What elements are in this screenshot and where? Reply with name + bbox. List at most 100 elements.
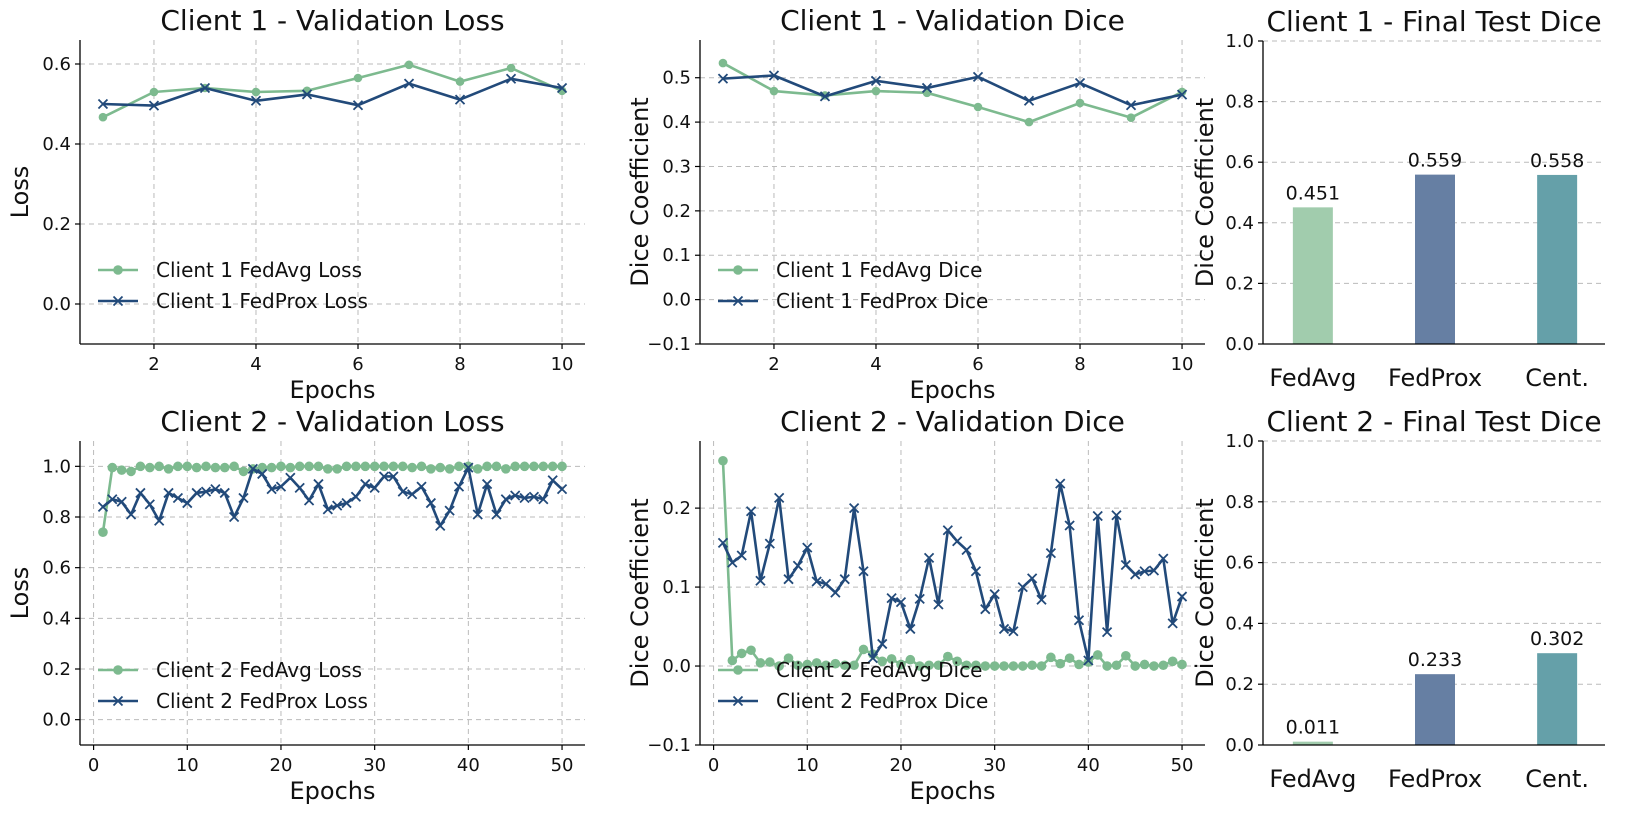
bar-value-label: 0.451 bbox=[1286, 182, 1340, 204]
y-tick-label: 0.1 bbox=[662, 245, 691, 266]
y-tick-label: 0.2 bbox=[1225, 273, 1254, 294]
y-tick-label: 0.8 bbox=[1225, 92, 1254, 113]
x-tick-label: 10 bbox=[1171, 354, 1194, 375]
data-point bbox=[921, 82, 933, 94]
data-point bbox=[1017, 581, 1028, 593]
data-point bbox=[970, 566, 982, 577]
data-point bbox=[1130, 661, 1140, 671]
data-point bbox=[107, 494, 118, 505]
x-tick-label: FedProx bbox=[1388, 765, 1482, 793]
x-axis-label: Epochs bbox=[910, 777, 996, 805]
data-point bbox=[1167, 656, 1178, 667]
y-tick-label: 0.2 bbox=[662, 498, 691, 519]
y-tick-label: −0.1 bbox=[647, 735, 691, 756]
data-point bbox=[266, 483, 277, 495]
x-tick-label: 4 bbox=[870, 354, 881, 375]
data-point bbox=[257, 468, 268, 480]
legend-marker-circle bbox=[113, 265, 123, 275]
data-point bbox=[125, 509, 137, 520]
legend-marker-circle bbox=[113, 665, 123, 675]
data-point bbox=[97, 501, 109, 513]
data-point bbox=[163, 464, 174, 474]
data-point bbox=[301, 89, 313, 100]
legend-label: Client 1 FedAvg Dice bbox=[776, 258, 982, 282]
y-tick-label: 0.4 bbox=[662, 112, 691, 133]
data-point bbox=[463, 462, 474, 473]
y-axis-label: Dice Coefficient bbox=[1191, 498, 1219, 687]
data-point bbox=[1046, 652, 1056, 663]
x-tick-label: 40 bbox=[1077, 755, 1100, 776]
data-point bbox=[1111, 510, 1122, 521]
y-tick-label: 0.6 bbox=[42, 558, 71, 579]
legend-label: Client 1 FedProx Dice bbox=[776, 289, 988, 313]
data-point bbox=[793, 660, 803, 671]
data-point bbox=[435, 520, 446, 532]
data-point bbox=[774, 492, 785, 503]
data-point bbox=[501, 464, 511, 474]
data-point bbox=[764, 538, 775, 549]
data-point bbox=[369, 482, 380, 494]
data-point bbox=[491, 461, 502, 472]
data-point bbox=[980, 661, 991, 671]
y-tick-label: 0.4 bbox=[42, 608, 71, 629]
data-point bbox=[849, 660, 859, 671]
data-point bbox=[914, 661, 925, 671]
data-point bbox=[769, 86, 779, 96]
data-point bbox=[1045, 547, 1057, 559]
legend-marker-x bbox=[112, 695, 124, 707]
data-point bbox=[353, 73, 363, 83]
data-point bbox=[454, 461, 464, 472]
y-tick-label: 0.6 bbox=[42, 54, 71, 75]
data-point bbox=[952, 656, 962, 667]
data-point bbox=[1074, 659, 1084, 670]
data-point bbox=[1149, 661, 1159, 671]
data-point bbox=[500, 494, 511, 505]
data-point bbox=[444, 464, 455, 474]
legend-label: Client 2 FedProx Loss bbox=[156, 689, 368, 713]
series-line-client-2-fedavg-loss bbox=[101, 465, 563, 533]
data-point bbox=[506, 63, 516, 73]
data-point bbox=[1120, 559, 1131, 571]
x-tick-label: 10 bbox=[551, 354, 574, 375]
data-point bbox=[1092, 650, 1103, 660]
bar-value-label: 0.558 bbox=[1530, 150, 1584, 172]
data-point bbox=[285, 472, 296, 483]
y-tick-label: 0.0 bbox=[662, 290, 691, 311]
data-point bbox=[98, 112, 108, 122]
data-point bbox=[425, 497, 437, 509]
data-point bbox=[718, 58, 728, 68]
data-point bbox=[1036, 594, 1047, 605]
data-point bbox=[294, 482, 305, 494]
data-point bbox=[388, 471, 399, 482]
data-point bbox=[107, 462, 118, 473]
chart-title: Client 1 - Final Test Dice bbox=[1266, 5, 1601, 38]
data-point bbox=[961, 660, 972, 671]
data-point bbox=[952, 536, 963, 547]
data-point bbox=[351, 461, 361, 472]
series-line-client-1-fedprox-loss bbox=[102, 77, 563, 107]
data-point bbox=[435, 462, 446, 473]
chart-client2-validation-loss: Client 2 - Validation Loss 0.0 0.2 0.4 0.6 0.… bbox=[6, 405, 585, 805]
data-point bbox=[200, 486, 212, 497]
bar-fedprox bbox=[1415, 674, 1455, 745]
data-point bbox=[257, 462, 268, 473]
data-point bbox=[173, 461, 183, 472]
series-line-client-1-fedprox-dice bbox=[722, 74, 1183, 107]
data-point bbox=[360, 461, 371, 472]
data-point bbox=[322, 504, 333, 515]
legend-label: Client 2 FedAvg Dice bbox=[776, 658, 982, 682]
data-point bbox=[250, 95, 262, 106]
bar-value-label: 0.559 bbox=[1408, 150, 1462, 172]
y-tick-label: 0.6 bbox=[1225, 152, 1254, 173]
series-line-client-1-fedavg-dice bbox=[722, 61, 1183, 124]
chart-client1-validation-dice: Client 1 - Validation Dice −0.1 0.0 0.1 0.2 0… bbox=[626, 4, 1205, 404]
data-point bbox=[228, 511, 240, 523]
data-point bbox=[378, 471, 390, 482]
chart-client1-final-test-dice: Client 1 - Final Test Dice 0.0 0.2 0.4 0.6 0.… bbox=[1191, 5, 1605, 392]
y-tick-label: 1.0 bbox=[42, 456, 71, 477]
data-point bbox=[989, 661, 1000, 671]
data-point bbox=[210, 462, 221, 473]
data-point bbox=[1139, 659, 1150, 670]
y-tick-label: 0.0 bbox=[1225, 735, 1254, 756]
